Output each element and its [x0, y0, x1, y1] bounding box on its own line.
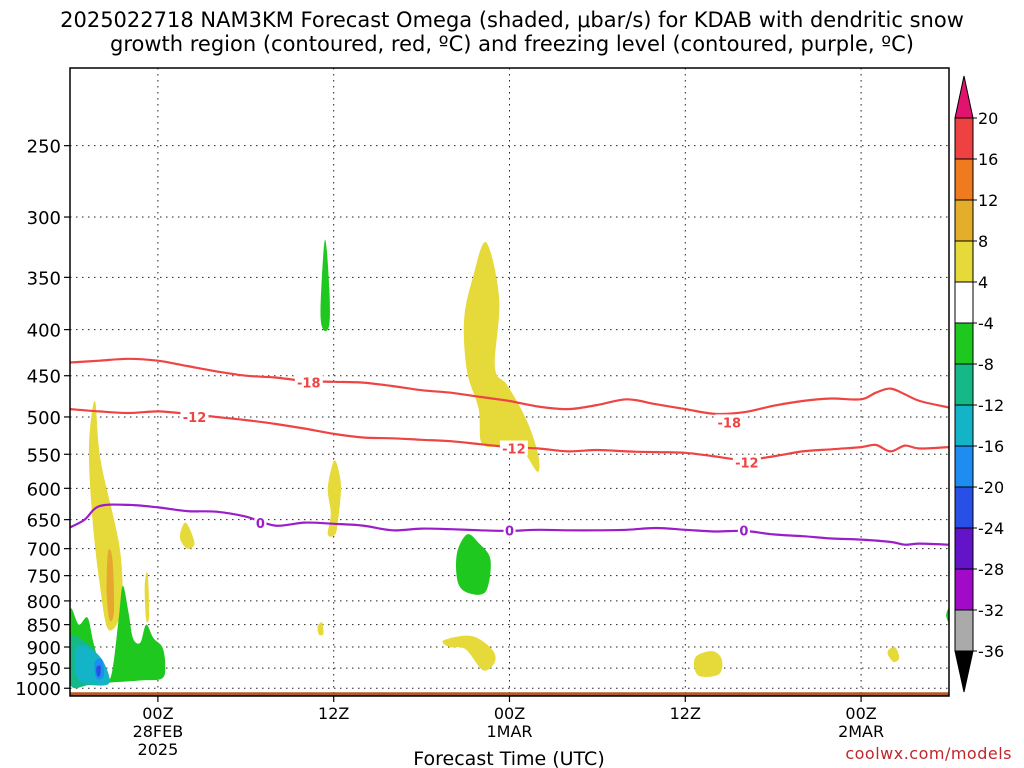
- contour-label: -12: [502, 443, 526, 458]
- contour-label: -12: [183, 411, 207, 426]
- colorbar-label: -16: [978, 437, 1004, 456]
- plot-background: [70, 68, 949, 696]
- omega-region: [179, 522, 195, 549]
- terrain-band: [70, 692, 949, 696]
- x-tick-label: 00Z: [494, 704, 525, 723]
- y-tick-label: 400: [27, 321, 61, 342]
- y-tick-label: 850: [27, 616, 61, 637]
- colorbar-label: -32: [978, 601, 1004, 620]
- chart-title-line2: growth region (contoured, red, ºC) and f…: [110, 32, 914, 56]
- x-tick-label: 00Z: [845, 704, 876, 723]
- omega-region: [96, 665, 102, 677]
- watermark: coolwx.com/models: [845, 744, 1012, 763]
- colorbar-swatch: [954, 486, 974, 529]
- omega-region: [693, 651, 723, 678]
- colorbar-label: 4: [978, 273, 988, 292]
- colorbar-swatch: [954, 445, 974, 488]
- contour-line: [70, 357, 949, 416]
- omega-shaded-regions: [70, 239, 949, 689]
- x-tick-label: 2MAR: [838, 722, 884, 741]
- omega-region: [327, 460, 341, 537]
- chart-title-line1: 2025022718 NAM3KM Forecast Omega (shaded…: [60, 8, 964, 32]
- colorbar-top-arrow: [954, 75, 974, 119]
- colorbar-swatch: [954, 568, 974, 611]
- contour-label: -12: [735, 457, 759, 472]
- y-axis: 2503003504004505005506006507007508008509…: [15, 137, 70, 700]
- contour-label-bg: [737, 522, 750, 538]
- omega-region: [320, 239, 330, 332]
- y-tick-label: 250: [27, 137, 61, 158]
- colorbar-swatch: [954, 609, 974, 652]
- y-tick-label: 350: [27, 268, 61, 289]
- contour-label: -18: [718, 416, 742, 431]
- y-tick-label: 800: [27, 592, 61, 613]
- colorbar-swatch: [954, 199, 974, 242]
- contour-label-bg: [180, 408, 209, 424]
- contour-label: 0: [739, 524, 748, 539]
- omega-region: [456, 534, 491, 595]
- contour-label: -18: [297, 377, 321, 392]
- contour-label: 0: [256, 517, 265, 532]
- contour-label-bg: [503, 522, 516, 538]
- colorbar-swatch: [954, 322, 974, 365]
- colorbar-label: -28: [978, 560, 1004, 579]
- colorbar-label: 12: [978, 191, 998, 210]
- y-tick-label: 300: [27, 208, 61, 229]
- colorbar-swatch: [954, 363, 974, 406]
- contour-label-bg: [499, 440, 528, 456]
- colorbar-label: 8: [978, 232, 988, 251]
- colorbar-swatch: [954, 404, 974, 447]
- colorbar-swatch: [954, 117, 974, 160]
- y-tick-label: 950: [27, 659, 61, 680]
- y-tick-label: 600: [27, 479, 61, 500]
- y-tick-label: 550: [27, 445, 61, 466]
- colorbar-label: -8: [978, 355, 994, 374]
- omega-region: [317, 622, 324, 636]
- omega-region: [887, 646, 900, 663]
- y-tick-label: 450: [27, 367, 61, 388]
- contour-line: [70, 408, 949, 462]
- x-axis-label: Forecast Time (UTC): [413, 748, 604, 768]
- x-tick-label: 12Z: [318, 704, 349, 723]
- y-tick-label: 700: [27, 540, 61, 561]
- colorbar-label: -4: [978, 314, 994, 333]
- colorbar-label: -24: [978, 519, 1004, 538]
- contour-label-bg: [715, 414, 744, 430]
- y-tick-label: 1000: [15, 679, 61, 700]
- colorbar-label: 16: [978, 150, 998, 169]
- y-tick-label: 900: [27, 638, 61, 659]
- terrain: [70, 692, 949, 696]
- y-tick-label: 500: [27, 408, 61, 429]
- colorbar: 20 16 12 8 4 -4 -8 -12 -16 -20 -24 -28 -32 -36: [954, 75, 1004, 693]
- contour-label: 0: [505, 524, 514, 539]
- contour-label-bg: [294, 374, 323, 390]
- colorbar-swatch: [954, 240, 974, 283]
- colorbar-swatch: [954, 527, 974, 570]
- contour-label-bg: [254, 515, 267, 531]
- omega-region: [144, 571, 150, 623]
- x-tick-label: 12Z: [670, 704, 701, 723]
- colorbar-swatch: [954, 281, 974, 324]
- colorbar-label: -12: [978, 396, 1004, 415]
- omega-region: [106, 549, 115, 622]
- colorbar-label: -20: [978, 478, 1004, 497]
- omega-region: [442, 635, 496, 671]
- contour-labels: -18 -18 -12 -12 -12 0 0 0: [180, 374, 761, 539]
- x-tick-label: 28FEB: [133, 722, 184, 741]
- grid-lines: [70, 68, 949, 696]
- colorbar-swatch: [954, 158, 974, 201]
- omega-region: [88, 400, 123, 631]
- x-tick-label: 2025: [138, 740, 179, 759]
- x-tick-label: 00Z: [142, 704, 173, 723]
- y-tick-label: 750: [27, 567, 61, 588]
- x-tick-label: 1MAR: [486, 722, 532, 741]
- colorbar-label: 20: [978, 109, 998, 128]
- omega-region: [463, 241, 540, 472]
- colorbar-label: -36: [978, 642, 1004, 661]
- colorbar-bottom-arrow: [954, 650, 974, 693]
- y-tick-label: 650: [27, 511, 61, 532]
- contour-label-bg: [732, 454, 761, 470]
